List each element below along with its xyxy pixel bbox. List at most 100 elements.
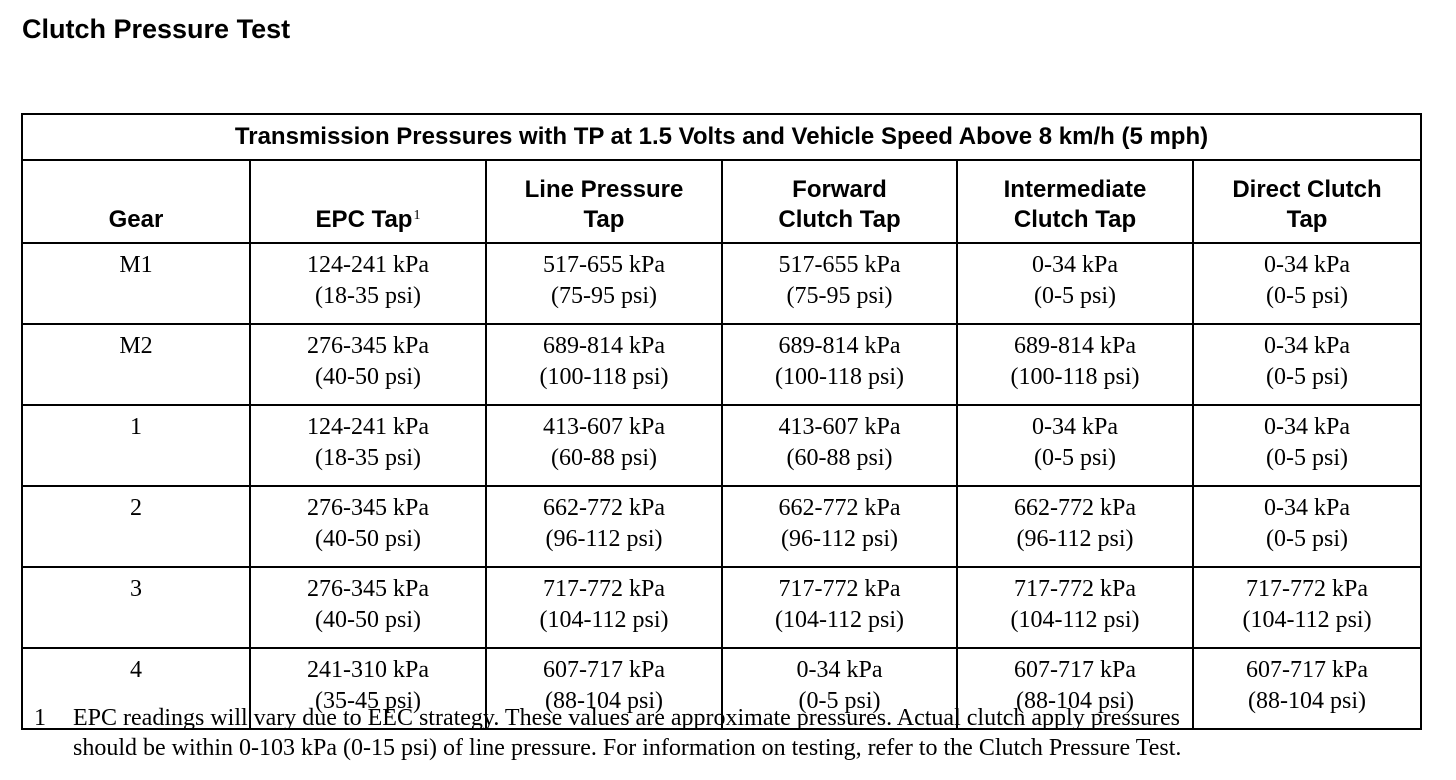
pressure-cell: 662-772 kPa (96-112 psi) [485, 485, 723, 568]
column-header-text: EPC Tap1 [251, 205, 485, 235]
pressure-cell: 124-241 kPa (18-35 psi) [249, 404, 487, 487]
footnote-marker: 1 [413, 208, 421, 223]
column-header-line-pressure-tap: Line Pressure Tap [485, 159, 723, 244]
cell-text: 241-310 kPa [307, 657, 429, 683]
column-header-text: Gear [108, 206, 164, 233]
cell-text: (40-50 psi) [315, 364, 421, 390]
cell-text: (88-104 psi) [1248, 688, 1366, 714]
cell-text: 276-345 kPa [307, 333, 429, 359]
cell-text: 717-772 kPa [543, 576, 665, 602]
table-row: M1 124-241 kPa (18-35 psi) 517-655 kPa (75-9… [21, 242, 1423, 325]
cell-text: (35-45 psi) [315, 688, 421, 714]
cell-text: 0-34 kPa [796, 657, 883, 683]
table-caption: Transmission Pressures with TP at 1.5 Vo… [20, 113, 1423, 161]
cell-text: 0-34 kPa [1264, 414, 1351, 440]
cell-text: (0-5 psi) [1034, 283, 1116, 309]
column-header-forward-clutch-tap: Forward Clutch Tap [721, 159, 958, 244]
table-row: 1 124-241 kPa (18-35 psi) 413-607 kPa (60-88… [21, 404, 1423, 487]
cell-text: (104-112 psi) [774, 607, 905, 633]
cell-text: (0-5 psi) [1266, 526, 1348, 552]
cell-text: (0-5 psi) [1266, 364, 1348, 390]
gear-cell: M1 [21, 242, 251, 325]
cell-text: (75-95 psi) [551, 283, 657, 309]
cell-text: 1 [130, 414, 142, 440]
cell-text: 717-772 kPa [1014, 576, 1136, 602]
cell-text: (88-104 psi) [545, 688, 663, 714]
cell-text: (18-35 psi) [315, 283, 421, 309]
cell-text: 689-814 kPa [543, 333, 665, 359]
cell-text: M2 [119, 333, 153, 359]
pressure-cell: 0-34 kPa (0-5 psi) [1191, 485, 1423, 568]
footnote-line: EPC readings will vary due to EEC strate… [73, 705, 1181, 731]
table-row: 3 276-345 kPa (40-50 psi) 717-772 kPa (104-1… [21, 566, 1423, 649]
cell-text: (100-118 psi) [774, 364, 905, 390]
table-body: M1 124-241 kPa (18-35 psi) 517-655 kPa (75-9… [21, 242, 1423, 730]
column-header-text: Tap [1286, 206, 1328, 233]
cell-text: 689-814 kPa [778, 333, 901, 359]
cell-text: 3 [130, 576, 142, 602]
column-header-text: Direct Clutch [1232, 176, 1382, 203]
pressure-cell: 413-607 kPa (60-88 psi) [485, 404, 723, 487]
column-header-label: EPC Tap [315, 206, 413, 233]
pressure-cell: 0-34 kPa (0-5 psi) [721, 647, 958, 730]
gear-cell: 4 [21, 647, 251, 730]
table-row: M2 276-345 kPa (40-50 psi) 689-814 kPa (100-… [21, 323, 1423, 406]
cell-text: 662-772 kPa [1014, 495, 1136, 521]
cell-text: 689-814 kPa [1014, 333, 1136, 359]
column-header-text: Intermediate [1003, 176, 1147, 203]
footnote-number: 1 [34, 705, 46, 731]
column-header-text: Tap [583, 206, 625, 233]
pressure-cell: 0-34 kPa (0-5 psi) [1191, 242, 1423, 325]
cell-text: 517-655 kPa [778, 252, 901, 278]
cell-text: 662-772 kPa [543, 495, 665, 521]
pressure-cell: 241-310 kPa (35-45 psi) [249, 647, 487, 730]
cell-text: 0-34 kPa [1032, 414, 1118, 440]
cell-text: (96-112 psi) [545, 526, 663, 552]
cell-text: (88-104 psi) [1016, 688, 1134, 714]
cell-text: (104-112 psi) [1242, 607, 1372, 633]
pressure-cell: 0-34 kPa (0-5 psi) [956, 242, 1194, 325]
pressure-cell: 0-34 kPa (0-5 psi) [1191, 323, 1423, 406]
page-title: Clutch Pressure Test [22, 14, 291, 44]
pressure-cell: 413-607 kPa (60-88 psi) [721, 404, 958, 487]
column-header-gear: Gear [21, 159, 251, 244]
column-header-text: Forward [792, 176, 887, 203]
pressure-cell: 517-655 kPa (75-95 psi) [721, 242, 958, 325]
cell-text: 0-34 kPa [1264, 252, 1351, 278]
pressure-cell: 662-772 kPa (96-112 psi) [721, 485, 958, 568]
cell-text: (40-50 psi) [315, 607, 421, 633]
column-header-epc-tap: EPC Tap1 [249, 159, 487, 244]
cell-text: 4 [130, 657, 142, 683]
pressure-cell: 607-717 kPa (88-104 psi) [956, 647, 1194, 730]
cell-text: 517-655 kPa [543, 252, 665, 278]
cell-text: 0-34 kPa [1264, 495, 1351, 521]
cell-text: 276-345 kPa [307, 576, 429, 602]
cell-text: 717-772 kPa [778, 576, 901, 602]
cell-text: 413-607 kPa [543, 414, 665, 440]
gear-cell: 3 [21, 566, 251, 649]
column-header-text: Clutch Tap [778, 206, 901, 233]
pressure-cell: 607-717 kPa (88-104 psi) [1191, 647, 1423, 730]
cell-text: 717-772 kPa [1246, 576, 1369, 602]
pressure-cell: 717-772 kPa (104-112 psi) [721, 566, 958, 649]
cell-text: 662-772 kPa [778, 495, 901, 521]
cell-text: 124-241 kPa [307, 252, 429, 278]
pressure-cell: 0-34 kPa (0-5 psi) [956, 404, 1194, 487]
cell-text: (96-112 psi) [780, 526, 899, 552]
table-row: 4 241-310 kPa (35-45 psi) 607-717 kPa (88-10… [21, 647, 1423, 730]
cell-text: (104-112 psi) [1010, 607, 1140, 633]
gear-cell: M2 [21, 323, 251, 406]
pressure-cell: 124-241 kPa (18-35 psi) [249, 242, 487, 325]
cell-text: (96-112 psi) [1016, 526, 1134, 552]
table-row: 2 276-345 kPa (40-50 psi) 662-772 kPa (96-11… [21, 485, 1423, 568]
cell-text: 124-241 kPa [307, 414, 429, 440]
cell-text: 607-717 kPa [1014, 657, 1136, 683]
footnote-text: EPC readings will vary due to EEC strate… [73, 703, 1413, 763]
cell-text: (0-5 psi) [1034, 445, 1116, 471]
column-header-direct-clutch-tap: Direct Clutch Tap [1191, 159, 1423, 244]
pressure-cell: 276-345 kPa (40-50 psi) [249, 566, 487, 649]
column-header-intermediate-clutch-tap: Intermediate Clutch Tap [956, 159, 1194, 244]
cell-text: M1 [119, 252, 153, 278]
cell-text: (40-50 psi) [315, 526, 421, 552]
pressure-cell: 689-814 kPa (100-118 psi) [956, 323, 1194, 406]
